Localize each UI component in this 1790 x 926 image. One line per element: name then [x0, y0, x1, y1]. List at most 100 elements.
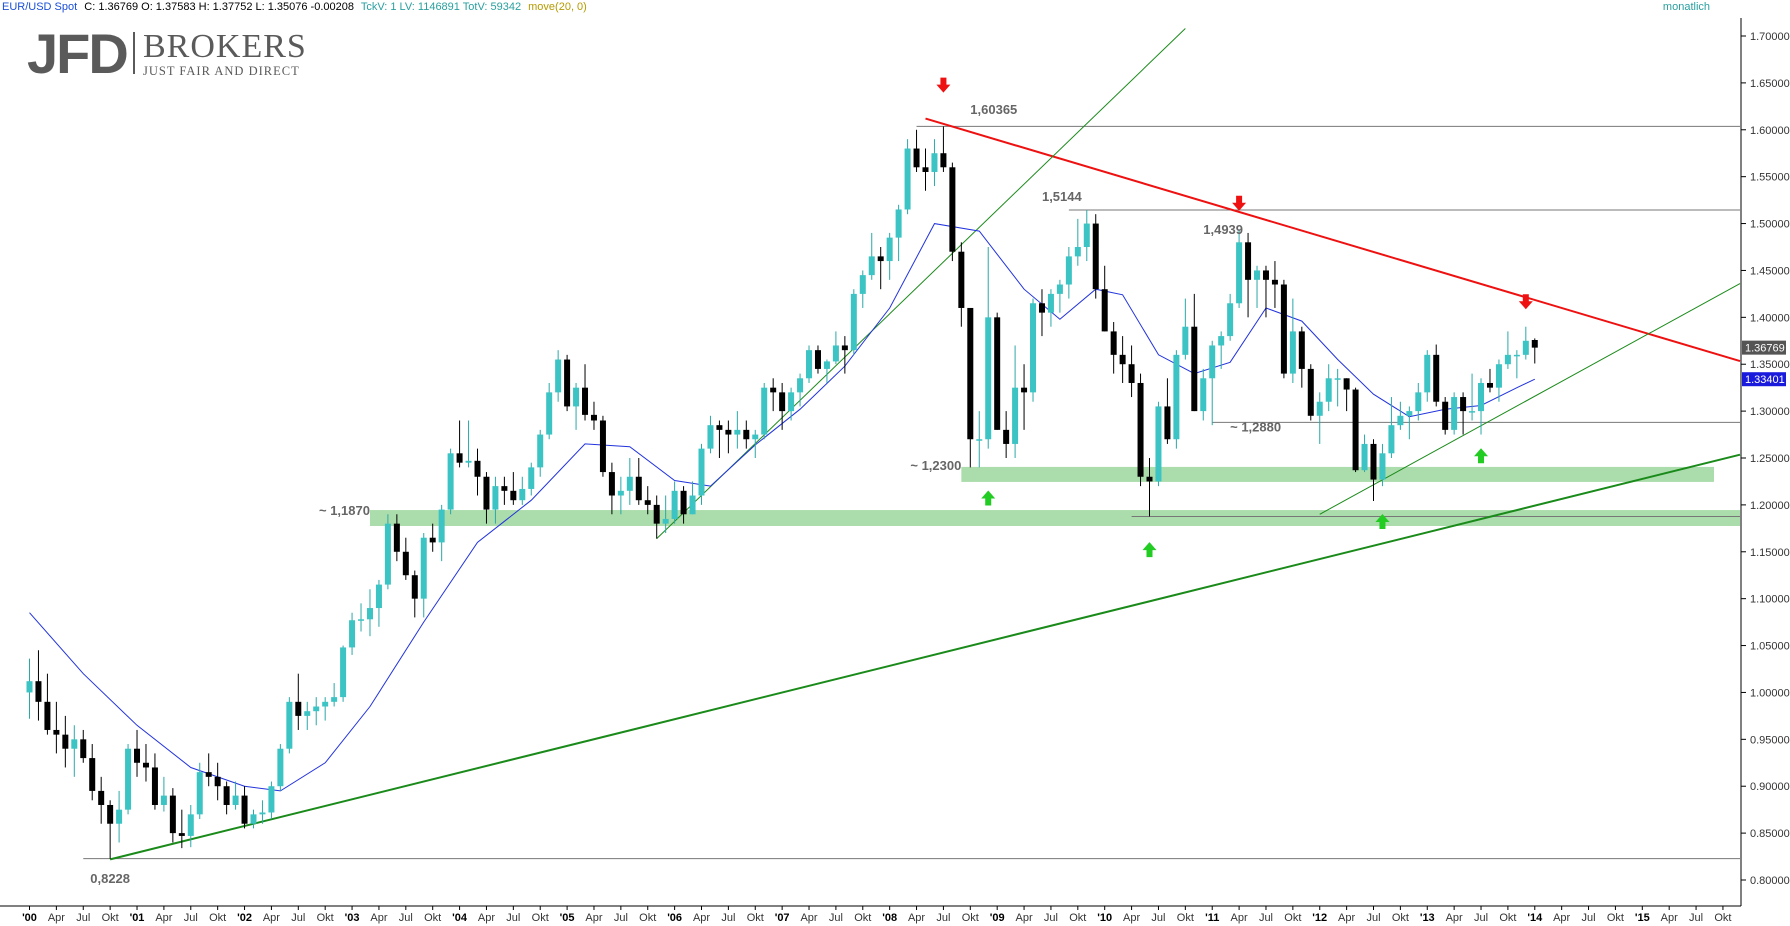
level-annotation: ~ 1,2300 — [910, 458, 961, 473]
x-tick-label: Okt — [317, 912, 334, 924]
candle-body — [886, 237, 893, 262]
candle-body — [1065, 256, 1072, 285]
candle-body — [662, 518, 669, 524]
candle-body — [1074, 247, 1081, 257]
candle-body — [770, 387, 777, 393]
x-tick-label: Okt — [962, 912, 979, 924]
level-annotation: 0,8228 — [90, 871, 130, 886]
candle — [1218, 331, 1225, 369]
candle-body — [617, 490, 624, 496]
x-tick-label: Jul — [721, 912, 735, 924]
level-annotation: 1,5144 — [1042, 189, 1083, 204]
candle-body — [259, 812, 266, 815]
candle — [1012, 345, 1019, 458]
candle — [1415, 382, 1422, 421]
candle-body — [35, 681, 42, 702]
candle — [1119, 336, 1126, 383]
arrow-up-icon — [1142, 542, 1157, 558]
y-tick-label: 1.60000 — [1750, 125, 1790, 137]
candle-body — [214, 776, 221, 787]
candle-body — [349, 620, 356, 648]
candle — [635, 458, 642, 505]
candle-body — [205, 772, 212, 777]
candle — [178, 809, 185, 849]
candle-body — [286, 701, 293, 749]
support-trendline — [656, 28, 1186, 540]
candle — [922, 148, 929, 191]
candle — [438, 504, 445, 562]
candle — [510, 472, 517, 505]
y-tick-label: 0.95000 — [1750, 734, 1790, 746]
candle-body — [949, 167, 956, 252]
candle — [806, 345, 813, 383]
candle — [1262, 265, 1269, 318]
candle — [35, 650, 42, 721]
y-tick-label: 0.85000 — [1750, 828, 1790, 840]
candle — [967, 307, 974, 468]
candle — [1047, 289, 1054, 327]
candle-body — [1003, 429, 1010, 444]
x-tick-label: Jul — [614, 912, 628, 924]
x-tick-label: Jul — [936, 912, 950, 924]
candle — [1451, 392, 1458, 435]
candle — [985, 247, 992, 449]
candle-body — [465, 460, 472, 463]
candle — [26, 658, 33, 719]
x-tick-label: '02 — [237, 912, 252, 924]
candle — [232, 781, 239, 810]
candle — [1531, 338, 1538, 364]
candle-body — [1110, 331, 1117, 355]
price-tags-layer: 1.36769 1.33401 — [1742, 340, 1786, 387]
candle — [1388, 397, 1395, 458]
candle — [1110, 322, 1117, 374]
candle-body — [277, 748, 284, 787]
candle-body — [590, 414, 597, 421]
x-tick-label: Apr — [908, 912, 925, 924]
x-tick-label: Okt — [209, 912, 226, 924]
candle-body — [1522, 340, 1529, 355]
x-tick-label: '12 — [1312, 912, 1327, 924]
candle-body — [653, 504, 660, 524]
candle-body — [1334, 378, 1341, 380]
indicator-label[interactable]: move(20, 0) — [528, 1, 587, 13]
x-tick-label: Jul — [829, 912, 843, 924]
candle-body — [1128, 364, 1135, 383]
support-zone — [961, 466, 1714, 482]
x-tick-label: Apr — [693, 912, 710, 924]
candle-body — [1495, 364, 1502, 388]
candle-body — [537, 434, 544, 468]
candle-body — [1030, 303, 1037, 393]
candle — [1092, 214, 1099, 299]
candle — [1254, 265, 1261, 308]
candle — [1343, 378, 1350, 412]
candle — [1030, 298, 1037, 402]
x-tick-label: Okt — [1499, 912, 1516, 924]
x-tick-label: '06 — [667, 912, 682, 924]
period-label[interactable]: monatlich — [1662, 1, 1710, 13]
candle-body — [232, 795, 239, 805]
x-tick-label: '15 — [1635, 912, 1650, 924]
candle — [402, 537, 409, 580]
candle — [904, 139, 911, 215]
candle — [1182, 298, 1189, 360]
candle-body — [635, 476, 642, 501]
candle-body — [582, 387, 589, 415]
candle — [1173, 350, 1180, 449]
candle — [89, 744, 96, 801]
candle-body — [1298, 331, 1305, 369]
candle — [80, 729, 87, 763]
candle-body — [313, 706, 320, 712]
candle — [1469, 373, 1476, 421]
candle-body — [1406, 411, 1413, 416]
candle — [859, 270, 866, 308]
candle-body — [178, 833, 185, 836]
y-tick-label: 1.25000 — [1750, 453, 1790, 465]
candle — [1038, 289, 1045, 337]
candle — [411, 570, 418, 618]
x-tick-label: Apr — [370, 912, 387, 924]
candle-body — [384, 523, 391, 585]
candle — [814, 345, 821, 374]
candle-body — [1513, 354, 1520, 357]
candle — [976, 411, 983, 468]
x-tick-label: Jul — [1151, 912, 1165, 924]
